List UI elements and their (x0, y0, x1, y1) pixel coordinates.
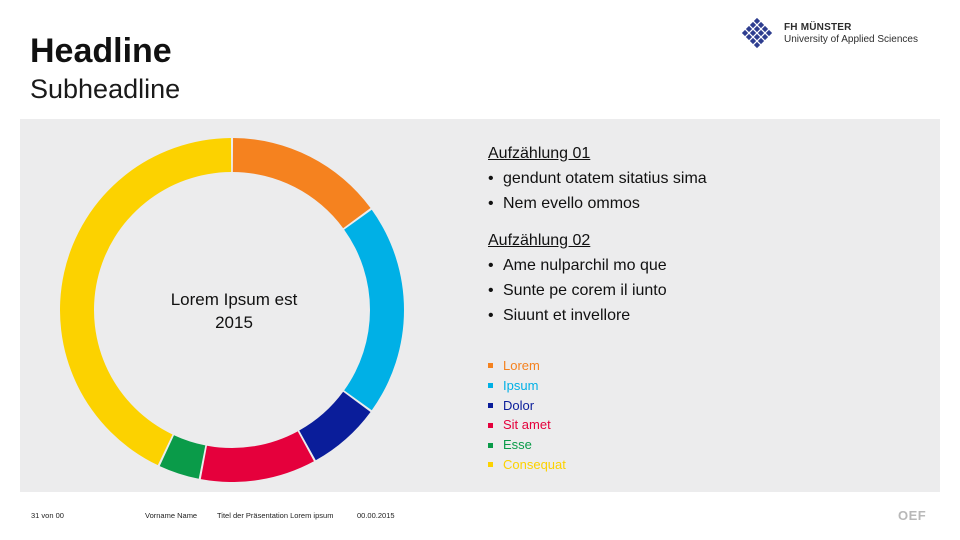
list-heading-2: Aufzählung 02 (488, 232, 591, 249)
center-label-line-2: 2015 (215, 313, 253, 332)
list-item: Siuunt et invellore (488, 303, 667, 328)
logo-text: FH MÜNSTER University of Applied Science… (784, 22, 918, 46)
legend-label: Dolor (503, 397, 535, 413)
oef-mark: OEF (898, 508, 927, 523)
logo-square (741, 29, 749, 37)
legend-item-sit-amet: Sit amet (488, 415, 566, 435)
center-label-line-1: Lorem Ipsum est (170, 290, 298, 309)
list-item: Ame nulparchil mo que (488, 253, 667, 278)
list-block-1: Aufzählung 01 gendunt otatem sitatius si… (488, 141, 707, 216)
legend-item-esse: Esse (488, 435, 566, 455)
donut-center-label: Lorem Ipsum est 2015 (134, 288, 334, 334)
logo-square (761, 33, 769, 41)
donut-chart (60, 138, 404, 482)
legend-marker (488, 383, 493, 389)
logo-line-1: FH MÜNSTER (784, 22, 852, 33)
list-item: Sunte pe corem il iunto (488, 278, 667, 303)
logo-square (749, 29, 757, 37)
logo-square (753, 33, 761, 41)
footer-page-number: 31 von 00 (31, 511, 64, 520)
legend-label: Consequat (503, 456, 566, 472)
donut-slice-sit-amet (200, 431, 314, 482)
logo-square (757, 29, 765, 37)
logo-square (753, 25, 761, 33)
fh-logo-icon (741, 18, 773, 49)
logo-square (753, 41, 761, 49)
logo-square (757, 37, 765, 45)
legend-item-lorem: Lorem (488, 356, 566, 376)
donut-slice-dolor (299, 391, 371, 461)
fh-muenster-logo: FH MÜNSTER University of Applied Science… (741, 18, 931, 52)
logo-square (753, 18, 761, 25)
legend-label: Ipsum (503, 377, 539, 393)
legend-label: Sit amet (503, 417, 551, 433)
logo-square (757, 21, 765, 29)
logo-square (761, 25, 769, 33)
logo-square (749, 21, 757, 29)
logo-square (765, 29, 773, 37)
list-item: gendunt otatem sitatius sima (488, 166, 707, 191)
legend-marker (488, 462, 493, 468)
logo-square (745, 25, 753, 33)
footer-author: Vorname Name (145, 511, 198, 520)
donut-slice-ipsum (344, 209, 404, 411)
list-item: Nem evello ommos (488, 191, 707, 216)
legend-marker (488, 422, 493, 428)
legend-marker (488, 402, 493, 408)
donut-slice-lorem (232, 138, 371, 229)
footer-title: Titel der Präsentation Lorem ipsum (217, 511, 334, 520)
legend-item-consequat: Consequat (488, 455, 566, 475)
list-heading-1: Aufzählung 01 (488, 145, 591, 162)
subheadline: Subheadline (30, 74, 181, 104)
legend-marker (488, 442, 493, 448)
legend-label: Esse (503, 437, 532, 453)
chart-legend: Lorem Ipsum Dolor Sit amet Esse Consequat (488, 356, 566, 475)
logo-square (749, 37, 757, 45)
list-block-2: Aufzählung 02 Ame nulparchil mo que Sunt… (488, 228, 667, 328)
legend-label: Lorem (503, 358, 540, 373)
legend-item-dolor: Dolor (488, 396, 566, 416)
headline: Headline (30, 32, 172, 70)
legend-item-ipsum: Ipsum (488, 376, 566, 396)
donut-slice-consequat (60, 138, 232, 466)
legend-marker (488, 363, 493, 369)
footer-date: 00.00.2015 (357, 511, 395, 520)
donut-slice-esse (159, 435, 206, 479)
logo-square (745, 33, 753, 41)
logo-line-2: University of Applied Sciences (784, 34, 918, 45)
